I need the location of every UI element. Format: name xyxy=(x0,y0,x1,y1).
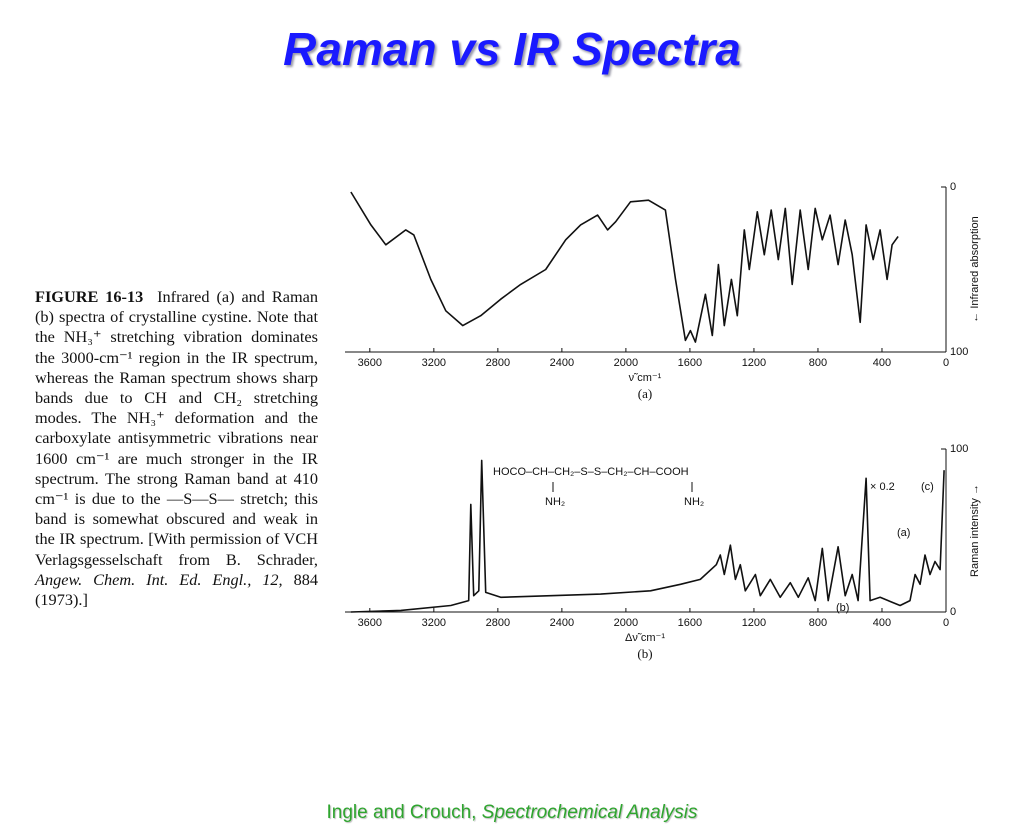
x-tick-label: 0 xyxy=(943,617,949,629)
x-tick-label: 1600 xyxy=(678,357,702,369)
annotation: NH₂ xyxy=(545,496,565,508)
annotation: HOCO–CH–CH₂–S–S–CH₂–CH–COOH xyxy=(493,466,689,478)
footer-authors: Ingle and Crouch, xyxy=(326,802,482,823)
y-tick-label: 100 xyxy=(950,346,968,358)
x-tick-label: 2800 xyxy=(486,357,510,369)
caption-journal: Angew. Chem. Int. Ed. Engl., 12, xyxy=(35,569,283,589)
panel-label: (a) xyxy=(638,386,652,401)
x-tick-label: 0 xyxy=(943,357,949,369)
y-tick-label: 0 xyxy=(950,606,956,618)
x-tick-label: 800 xyxy=(809,357,827,369)
x-tick-label: 1200 xyxy=(742,357,766,369)
slide-title: Raman vs IR Spectra xyxy=(283,23,741,75)
y-axis-label: ← Infrared absorption xyxy=(969,216,981,322)
x-tick-label: 400 xyxy=(873,617,891,629)
y-tick-label: 100 xyxy=(950,443,968,455)
y-tick-label: 0 xyxy=(950,181,956,193)
annotation: NH₂ xyxy=(684,496,704,508)
structure-bonds xyxy=(552,482,693,492)
x-tick-label: 2000 xyxy=(614,357,638,369)
y-axis-label: Raman intensity → xyxy=(969,484,981,577)
annotation: (a) xyxy=(897,527,910,539)
footer: Ingle and Crouch, Spectrochemical Analys… xyxy=(0,802,1024,824)
annotation: × 0.2 xyxy=(870,481,895,493)
x-axis-label: Δν̃ cm⁻¹ xyxy=(625,632,665,644)
figure-caption: FIGURE 16-13 Infrared (a) and Raman (b) … xyxy=(35,287,318,610)
caption-text: Infrared (a) and Raman (b) spectra of cr… xyxy=(35,287,318,569)
x-tick-label: 3600 xyxy=(358,357,382,369)
annotation: (b) xyxy=(836,602,849,614)
spectrum-line xyxy=(350,191,899,343)
x-tick-label: 1600 xyxy=(678,617,702,629)
annotation: (c) xyxy=(921,481,934,493)
x-tick-label: 1200 xyxy=(742,617,766,629)
x-tick-label: 2800 xyxy=(486,617,510,629)
panel-label: (b) xyxy=(637,646,652,661)
x-tick-label: 3200 xyxy=(422,617,446,629)
x-tick-label: 2400 xyxy=(550,617,574,629)
x-tick-label: 3200 xyxy=(422,357,446,369)
x-axis-label: ν̃ cm⁻¹ xyxy=(629,372,662,384)
x-tick-label: 400 xyxy=(873,357,891,369)
x-tick-label: 3600 xyxy=(358,617,382,629)
x-tick-label: 800 xyxy=(809,617,827,629)
spectrum-line xyxy=(350,459,945,613)
caption-label: FIGURE 16-13 xyxy=(35,287,144,306)
caption-rest: 884 (1973).] xyxy=(35,569,318,610)
footer-book: Spectrochemical Analysis xyxy=(481,802,698,823)
x-tick-label: 2000 xyxy=(614,617,638,629)
x-tick-label: 2400 xyxy=(550,357,574,369)
